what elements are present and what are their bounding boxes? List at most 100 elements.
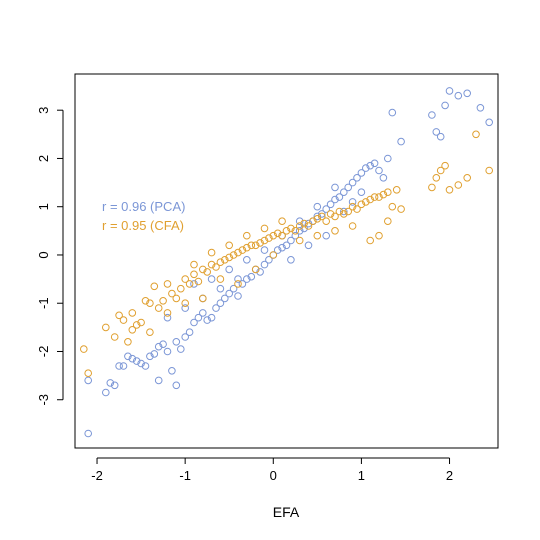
point-pca	[322, 205, 331, 213]
point-cfa	[348, 222, 357, 230]
point-pca	[207, 313, 216, 322]
point-cfa	[128, 326, 137, 334]
point-cfa	[229, 251, 238, 259]
point-cfa	[251, 265, 260, 274]
x-axis-title: EFA	[273, 504, 300, 520]
point-cfa	[168, 289, 176, 298]
point-cfa	[273, 229, 282, 238]
point-cfa	[454, 181, 463, 189]
point-cfa	[309, 217, 317, 225]
point-cfa	[357, 200, 366, 209]
point-pca	[102, 388, 110, 397]
x-tick-label: -1	[179, 468, 191, 483]
point-cfa	[432, 174, 441, 182]
point-pca	[163, 313, 172, 322]
point-cfa	[384, 217, 392, 225]
point-cfa	[132, 321, 141, 329]
point-pca	[331, 195, 339, 204]
point-pca	[445, 87, 454, 95]
point-cfa	[335, 207, 344, 216]
point-cfa	[243, 231, 251, 240]
point-pca	[476, 104, 485, 112]
y-axis: -3 -2 -1 0 1 2 3	[36, 107, 64, 406]
point-pca	[304, 219, 313, 228]
point-pca	[181, 304, 189, 312]
point-cfa	[436, 166, 445, 175]
point-pca	[463, 89, 472, 98]
point-pca	[454, 91, 463, 100]
point-cfa	[397, 205, 405, 213]
point-cfa	[251, 241, 260, 250]
point-cfa	[146, 328, 154, 337]
point-cfa	[428, 183, 436, 192]
point-pca	[260, 260, 269, 269]
point-cfa	[326, 210, 335, 218]
point-pca	[344, 183, 353, 192]
point-pca	[278, 243, 286, 252]
point-pca	[331, 183, 339, 192]
point-cfa	[181, 275, 189, 283]
y-tick-label: 2	[36, 155, 51, 162]
point-cfa	[190, 270, 198, 279]
point-cfa	[353, 205, 361, 213]
point-cfa	[366, 195, 375, 204]
point-pca	[203, 316, 211, 324]
point-pca	[362, 164, 370, 172]
point-pca	[119, 362, 128, 370]
point-pca	[318, 210, 326, 218]
point-cfa	[278, 217, 286, 225]
legend-cfa: r = 0.95 (CFA)	[102, 218, 184, 233]
point-cfa	[300, 219, 308, 228]
point-pca	[384, 154, 392, 163]
point-cfa	[203, 268, 211, 276]
point-pca	[326, 200, 335, 209]
point-pca	[260, 246, 269, 254]
point-cfa	[124, 338, 132, 346]
point-pca	[212, 304, 220, 312]
point-pca	[146, 352, 154, 361]
point-cfa	[304, 222, 313, 230]
point-cfa	[163, 309, 172, 317]
point-cfa	[269, 251, 278, 259]
point-pca	[168, 367, 176, 375]
legend-pca: r = 0.96 (PCA)	[102, 199, 185, 214]
point-cfa	[366, 236, 375, 245]
point-cfa	[216, 258, 225, 267]
point-pca	[282, 241, 291, 250]
point-cfa	[291, 227, 300, 235]
point-cfa	[141, 297, 150, 305]
point-pca	[225, 289, 233, 298]
point-pca	[185, 328, 194, 337]
point-pca	[441, 101, 449, 110]
point-pca	[366, 161, 375, 170]
point-pca	[229, 284, 238, 293]
point-pca	[225, 265, 233, 274]
point-cfa	[84, 369, 92, 378]
point-pca	[265, 256, 273, 264]
point-cfa	[278, 231, 286, 240]
point-cfa	[146, 299, 154, 308]
point-pca	[110, 381, 119, 390]
point-cfa	[384, 188, 392, 196]
point-pca	[177, 345, 185, 353]
point-cfa	[287, 224, 295, 233]
point-pca	[84, 376, 92, 385]
point-pca	[287, 256, 295, 264]
point-cfa	[181, 299, 189, 308]
point-cfa	[295, 222, 304, 230]
point-pca	[190, 280, 198, 288]
point-cfa	[159, 297, 167, 305]
y-tick-label: 3	[36, 107, 51, 114]
point-cfa	[445, 186, 454, 194]
point-pca	[357, 169, 366, 177]
point-pca	[106, 379, 115, 387]
point-cfa	[238, 246, 247, 254]
point-cfa	[362, 198, 370, 206]
point-pca	[340, 207, 348, 216]
point-pca	[238, 280, 247, 288]
point-cfa	[150, 282, 159, 291]
point-cfa	[163, 280, 172, 288]
point-pca	[243, 275, 251, 283]
point-pca	[247, 272, 256, 281]
